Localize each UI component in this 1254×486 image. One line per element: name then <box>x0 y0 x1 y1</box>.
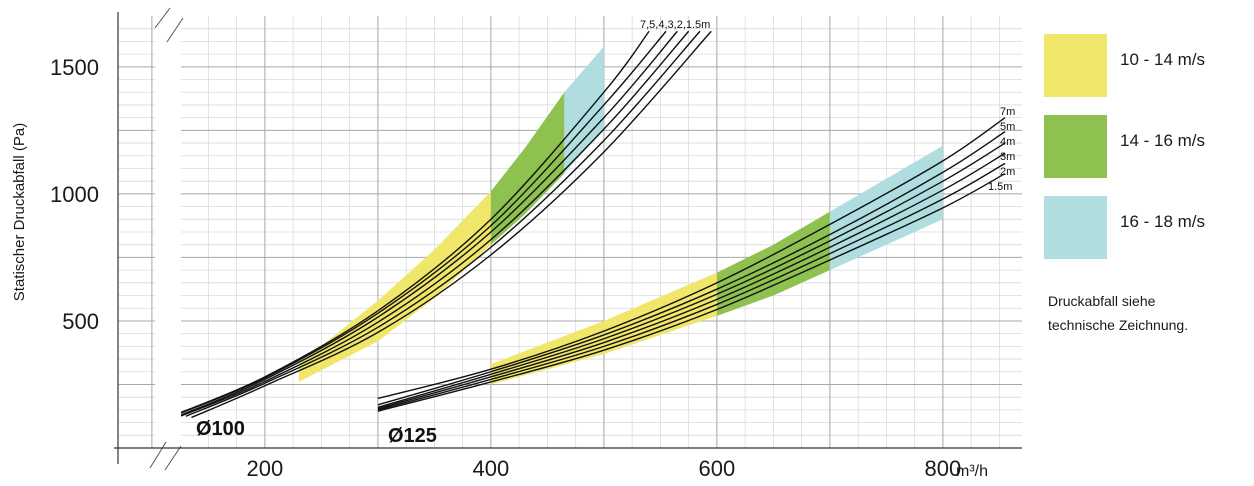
y-tick-label: 500 <box>62 309 99 334</box>
legend-note-line: technische Zeichnung. <box>1048 317 1189 333</box>
legend-note: Druckabfall siehe technische Zeichnung. <box>1048 289 1253 337</box>
curve-label-2m: 2m <box>1000 166 1015 178</box>
legend-swatch-blue <box>1044 196 1107 259</box>
curve-d100-5m <box>174 30 667 417</box>
legend-item-16-18: 16 - 18 m/s <box>1044 196 1249 277</box>
curve-label-d100: 7,5,4,3,2,1.5m <box>640 19 710 31</box>
tick-labels: 200 400 600 800 500 1000 1500 <box>50 55 961 481</box>
curve-label-1-5m: 1.5m <box>988 181 1012 193</box>
curve-label-4m: 4m <box>1000 136 1015 148</box>
curve-label-5m: 5m <box>1000 121 1015 133</box>
legend-label: 10 - 14 m/s <box>1120 50 1206 69</box>
x-tick-label: 400 <box>473 456 510 481</box>
band-0-0 <box>298 191 491 382</box>
curve-label-3m: 3m <box>1000 151 1015 163</box>
legend-item-14-16: 14 - 16 m/s <box>1044 115 1249 196</box>
group-label-d100: Ø100 <box>196 418 245 440</box>
y-tick-label: 1500 <box>50 55 99 80</box>
curve-d125-2m <box>377 162 1006 411</box>
axis-break-strip <box>155 0 181 486</box>
curve-d125-4m <box>377 142 1006 409</box>
curve-d100-7m <box>174 30 650 416</box>
band-0-2 <box>564 46 604 174</box>
curve-labels-d125: 7m 5m 4m 3m 2m 1.5m <box>988 106 1015 193</box>
legend-swatch-green <box>1044 115 1107 178</box>
pressure-curves <box>174 30 1006 419</box>
legend-item-10-14: 10 - 14 m/s <box>1044 34 1249 115</box>
group-label-d125: Ø125 <box>388 425 437 447</box>
curve-d125-5m <box>377 131 1006 406</box>
axis-break-mark <box>149 441 167 469</box>
band-0-1 <box>490 92 565 245</box>
curve-d100-3m <box>179 30 690 417</box>
x-tick-label: 200 <box>247 456 284 481</box>
axis-break-mark <box>154 7 171 29</box>
curve-d100-1-5m <box>191 30 712 419</box>
band-1-1 <box>716 211 830 316</box>
x-tick-label: 600 <box>699 456 736 481</box>
legend-label: 16 - 18 m/s <box>1120 212 1206 231</box>
axes <box>114 0 1022 486</box>
curve-d100-4m <box>179 30 678 417</box>
y-tick-label: 1000 <box>50 182 99 207</box>
curve-d125-3m <box>377 152 1006 410</box>
curve-label-7m: 7m <box>1000 106 1015 118</box>
legend-label: 14 - 16 m/s <box>1120 131 1206 150</box>
axis-break-mark <box>164 445 182 471</box>
curve-d125-1-5m <box>377 172 1006 412</box>
x-tick-label: 800 <box>925 456 962 481</box>
curve-d125-7m <box>377 117 1006 400</box>
x-axis-unit: m³/h <box>956 463 988 480</box>
legend-note-line: Druckabfall siehe <box>1048 293 1156 309</box>
legend-swatch-yellow <box>1044 34 1107 97</box>
curve-d100-2m <box>185 30 701 417</box>
y-axis-label: Statischer Druckabfall (Pa) <box>11 123 28 301</box>
legend: 10 - 14 m/s 14 - 16 m/s 16 - 18 m/s <box>1044 34 1249 277</box>
axis-break-mark <box>166 17 184 43</box>
